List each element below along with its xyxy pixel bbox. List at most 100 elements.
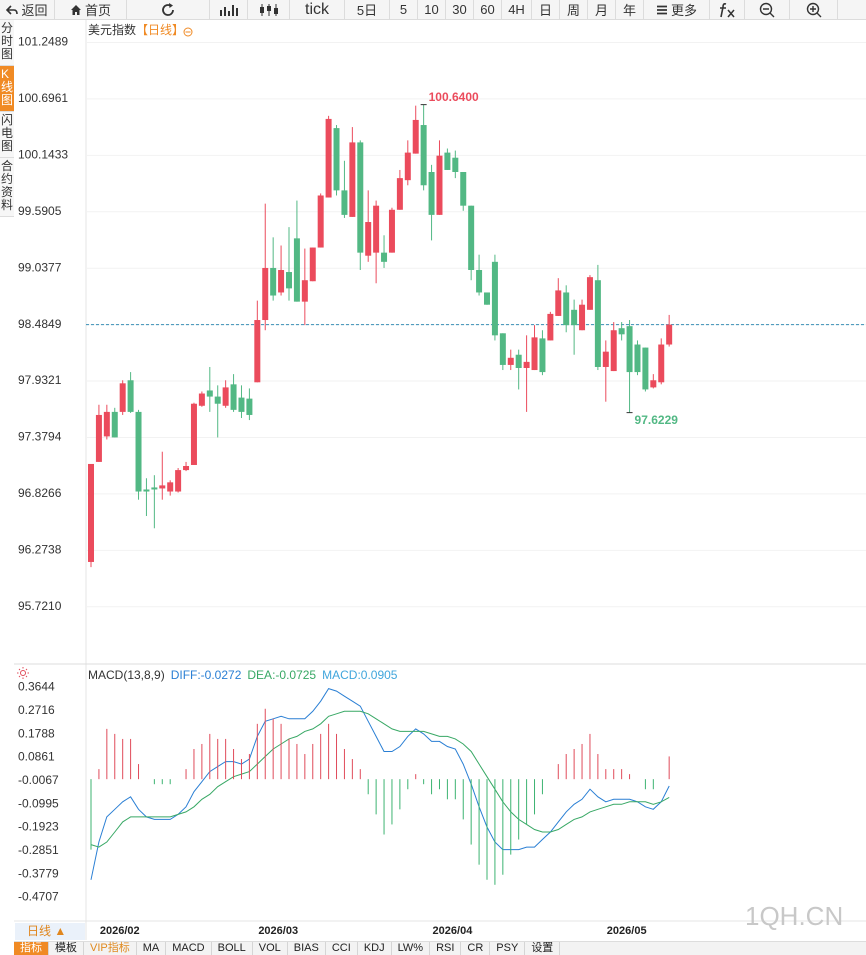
bar-chart-button[interactable]	[210, 0, 248, 19]
settings-icon[interactable]	[17, 667, 29, 679]
candle-body	[507, 357, 514, 365]
side-tab[interactable]: K线图	[0, 66, 14, 112]
indicator-tab[interactable]: MACD	[166, 942, 212, 955]
candle-body	[476, 270, 483, 293]
indicator-tab[interactable]: RSI	[430, 942, 462, 955]
period-button[interactable]: 日线 ▲	[27, 924, 66, 938]
indicator-tab[interactable]: BOLL	[212, 942, 253, 955]
candle-body	[349, 142, 356, 217]
candle-body	[602, 351, 609, 367]
candle-body	[523, 361, 530, 368]
indicator-tab[interactable]: 模板	[49, 942, 84, 955]
period-button[interactable]: 日	[532, 0, 560, 19]
indicator-tab[interactable]: 指标	[14, 942, 49, 955]
candle-body	[396, 178, 403, 210]
indicator-tab[interactable]: MA	[137, 942, 167, 955]
period-button[interactable]: 年	[616, 0, 644, 19]
candle-body	[270, 267, 277, 296]
candle-body	[484, 292, 490, 305]
candle-body	[666, 324, 673, 345]
watermark: 1QH.CN	[745, 901, 843, 931]
y-tick-label: 0.2716	[18, 703, 55, 717]
candle-body	[278, 270, 285, 293]
period-button[interactable]: 4H	[502, 0, 532, 19]
y-tick-label: 99.5905	[18, 204, 62, 218]
period-button[interactable]: 周	[560, 0, 588, 19]
zoom-in-button[interactable]	[790, 0, 838, 19]
y-tick-label: -0.4707	[18, 890, 59, 904]
indicator-title: MACD(13,8,9)	[88, 668, 165, 682]
y-tick-label: -0.3779	[18, 866, 59, 880]
candle-body	[539, 338, 546, 373]
menu-icon	[656, 5, 667, 14]
candle-body	[428, 172, 435, 215]
chart-title: 美元指数	[88, 22, 136, 37]
candle-body	[183, 466, 190, 471]
indicator-tab[interactable]: BIAS	[288, 942, 326, 955]
period-button-bg[interactable]	[15, 923, 85, 940]
indicator-tab[interactable]: VIP指标	[84, 942, 137, 955]
back-button[interactable]: 返回	[0, 0, 55, 19]
candle-body	[436, 155, 443, 215]
candle-body	[618, 328, 625, 335]
indicator-tab[interactable]: LW%	[392, 942, 431, 955]
period-button[interactable]: 60	[474, 0, 502, 19]
y-tick-label: 100.1433	[18, 148, 68, 162]
chart-subtitle[interactable]: 【日线】	[136, 23, 184, 37]
period-button[interactable]: 10	[418, 0, 446, 19]
period-button[interactable]: tick	[290, 0, 345, 19]
candle-body	[317, 195, 324, 248]
candle-body	[103, 411, 110, 437]
candle-body	[365, 222, 372, 256]
period-button[interactable]: 月	[588, 0, 616, 19]
indicator-tab[interactable]: CCI	[326, 942, 358, 955]
x-tick-label: 2026/03	[258, 925, 298, 937]
indicator-line	[90, 710, 670, 848]
candle-body	[238, 397, 245, 412]
x-tick-label: 2026/02	[100, 925, 140, 937]
home-button[interactable]: 首页	[55, 0, 127, 19]
candle-body	[190, 403, 197, 465]
indicator-tab[interactable]: 设置	[525, 942, 561, 955]
indicator-tab[interactable]: CR	[461, 942, 491, 955]
candle-body	[167, 482, 174, 492]
candle-body	[309, 247, 316, 282]
indicator-tab[interactable]: KDJ	[358, 942, 392, 955]
home-label: 首页	[84, 3, 111, 18]
side-tab[interactable]: 合约资料	[0, 158, 14, 217]
zoom-out-button[interactable]	[745, 0, 790, 19]
period-button[interactable]: 5	[390, 0, 418, 19]
legend-entry: DEA:-0.0725	[247, 668, 316, 682]
candle-body	[95, 414, 102, 462]
side-tab[interactable]: 分时图	[0, 20, 14, 66]
candle-body	[198, 393, 205, 406]
candle-chart-button[interactable]	[248, 0, 290, 19]
candle-body	[634, 344, 641, 373]
candle-body	[594, 280, 601, 367]
candle-body	[88, 463, 94, 562]
candle-body	[586, 277, 593, 310]
candle-chart-icon	[259, 3, 278, 16]
side-tab[interactable]: 闪电图	[0, 112, 14, 158]
y-tick-label: 96.8266	[18, 486, 62, 500]
legend-entry: DIFF:-0.0272	[171, 668, 242, 682]
candle-body	[388, 209, 395, 253]
period-button[interactable]: 30	[446, 0, 474, 19]
candle-body	[579, 304, 586, 331]
refresh-button[interactable]	[127, 0, 210, 19]
bar-chart-icon	[219, 4, 238, 16]
y-tick-label: -0.0067	[18, 773, 59, 787]
candle-body	[610, 330, 617, 372]
collapse-icon[interactable]	[183, 27, 193, 37]
formula-button[interactable]	[710, 0, 745, 19]
candle-body	[404, 152, 411, 181]
zoom-in-icon	[806, 2, 821, 17]
indicator-tab[interactable]: VOL	[253, 942, 288, 955]
candle-body	[420, 125, 427, 186]
indicator-tab[interactable]: PSY	[490, 942, 526, 955]
back-icon	[6, 4, 19, 15]
formula-icon	[720, 2, 735, 17]
period-button[interactable]: 5日	[345, 0, 390, 19]
more-button[interactable]: 更多	[644, 0, 710, 19]
